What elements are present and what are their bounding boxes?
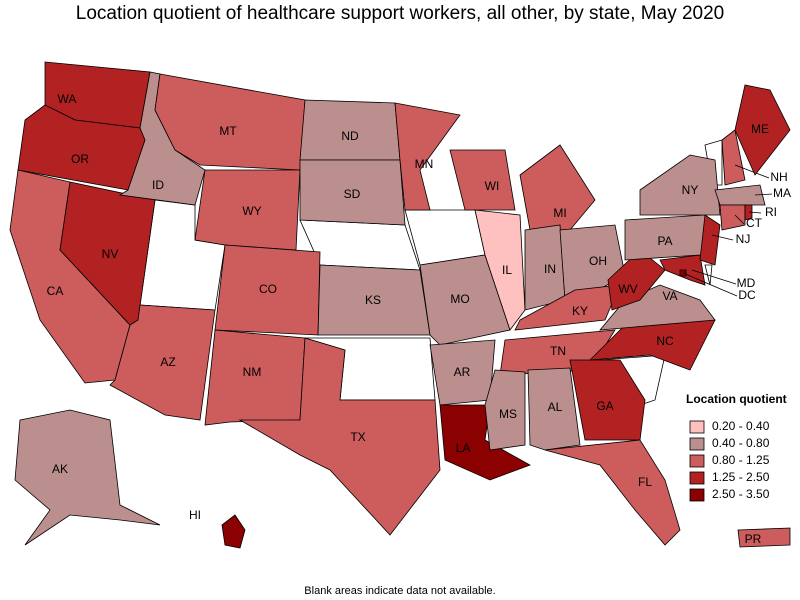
leader-line bbox=[682, 272, 738, 297]
state-label: OH bbox=[589, 254, 607, 268]
state-label: ME bbox=[751, 122, 769, 136]
legend-label: 0.40 - 0.80 bbox=[712, 436, 770, 450]
state-label: AR bbox=[454, 365, 471, 379]
state bbox=[109, 304, 216, 421]
leader-line bbox=[754, 193, 773, 196]
legend-label: 2.50 - 3.50 bbox=[712, 487, 770, 501]
leader-line bbox=[711, 234, 734, 241]
leader-line bbox=[734, 164, 770, 179]
state-label: NH bbox=[770, 170, 787, 184]
legend-label: 1.25 - 2.50 bbox=[712, 470, 770, 484]
map-title: Location quotient of healthcare support … bbox=[76, 3, 725, 24]
note: Blank areas indicate data not available. bbox=[304, 585, 495, 597]
state-label: IL bbox=[502, 263, 512, 277]
state bbox=[714, 184, 766, 206]
state-label: PR bbox=[745, 532, 762, 546]
legend-swatch bbox=[689, 454, 705, 468]
state-label: NV bbox=[102, 247, 119, 261]
state bbox=[394, 102, 461, 211]
state bbox=[737, 527, 791, 548]
state-label: FL bbox=[638, 475, 652, 489]
state-label: VA bbox=[662, 289, 677, 303]
state-label: RI bbox=[765, 205, 777, 219]
legend-label: 0.20 - 0.40 bbox=[712, 419, 770, 433]
state bbox=[221, 514, 246, 549]
state-label: OR bbox=[71, 152, 89, 166]
state-label: DC bbox=[738, 288, 756, 302]
legend-title: Location quotient bbox=[686, 392, 787, 406]
state-label: ID bbox=[152, 178, 164, 192]
legend-swatch bbox=[689, 471, 705, 485]
state bbox=[299, 159, 406, 226]
state bbox=[527, 367, 581, 451]
state-label: AZ bbox=[160, 355, 175, 369]
state-label: KS bbox=[365, 293, 381, 307]
state-label: PA bbox=[657, 234, 672, 248]
state bbox=[14, 409, 161, 546]
state-label: MD bbox=[737, 276, 756, 290]
state-label: MI bbox=[553, 206, 566, 220]
state bbox=[238, 337, 441, 536]
state-label: ND bbox=[341, 129, 359, 143]
state-label: NY bbox=[682, 183, 699, 197]
state bbox=[744, 204, 753, 221]
state-label: CA bbox=[47, 284, 64, 298]
states: WA OR CA NV ID MT WY AZ CO NM ND SD KS TX MN MO AR LA WI IL… bbox=[9, 61, 791, 549]
state-label: WY bbox=[242, 204, 261, 218]
state-label: NJ bbox=[736, 232, 751, 246]
state bbox=[569, 359, 646, 441]
state-label: WV bbox=[618, 282, 637, 296]
legend-swatch bbox=[689, 437, 705, 451]
state-label: MT bbox=[219, 124, 237, 138]
state-label: HI bbox=[189, 508, 201, 522]
state-label: NM bbox=[243, 365, 262, 379]
legend-swatch bbox=[689, 488, 705, 502]
legend-label: 0.80 - 1.25 bbox=[712, 453, 770, 467]
leader-line bbox=[691, 269, 737, 285]
state-label: MA bbox=[773, 186, 791, 200]
state-label: LA bbox=[456, 441, 471, 455]
state-label: AL bbox=[548, 400, 563, 414]
state bbox=[519, 144, 596, 231]
state bbox=[449, 149, 516, 211]
state bbox=[719, 204, 746, 231]
state-label: AK bbox=[52, 462, 68, 476]
state-label: TX bbox=[350, 430, 365, 444]
state-label: MO bbox=[450, 292, 469, 306]
leader-line bbox=[748, 211, 762, 214]
state-label: WA bbox=[58, 92, 77, 106]
legend: 0.20 - 0.40 0.40 - 0.80 0.80 - 1.25 1.25 - … bbox=[689, 419, 770, 502]
state bbox=[484, 369, 526, 451]
state-label: IN bbox=[544, 262, 556, 276]
state-label: MS bbox=[499, 407, 517, 421]
state bbox=[599, 284, 716, 331]
state-label: CT bbox=[746, 216, 763, 230]
state bbox=[474, 209, 526, 331]
state bbox=[721, 129, 746, 186]
state-label: SD bbox=[344, 187, 361, 201]
state-label: MN bbox=[415, 157, 434, 171]
state-label: TN bbox=[550, 344, 566, 358]
state-label: NC bbox=[656, 334, 674, 348]
state bbox=[734, 84, 791, 176]
state bbox=[699, 214, 721, 266]
state-label: GA bbox=[596, 399, 613, 413]
state bbox=[419, 254, 511, 346]
leader-line bbox=[734, 214, 745, 225]
state-label: WI bbox=[485, 179, 500, 193]
state-label: CO bbox=[259, 282, 277, 296]
state-label: KY bbox=[572, 304, 588, 318]
legend-swatch bbox=[689, 420, 705, 434]
state bbox=[544, 439, 681, 546]
state bbox=[639, 154, 721, 216]
